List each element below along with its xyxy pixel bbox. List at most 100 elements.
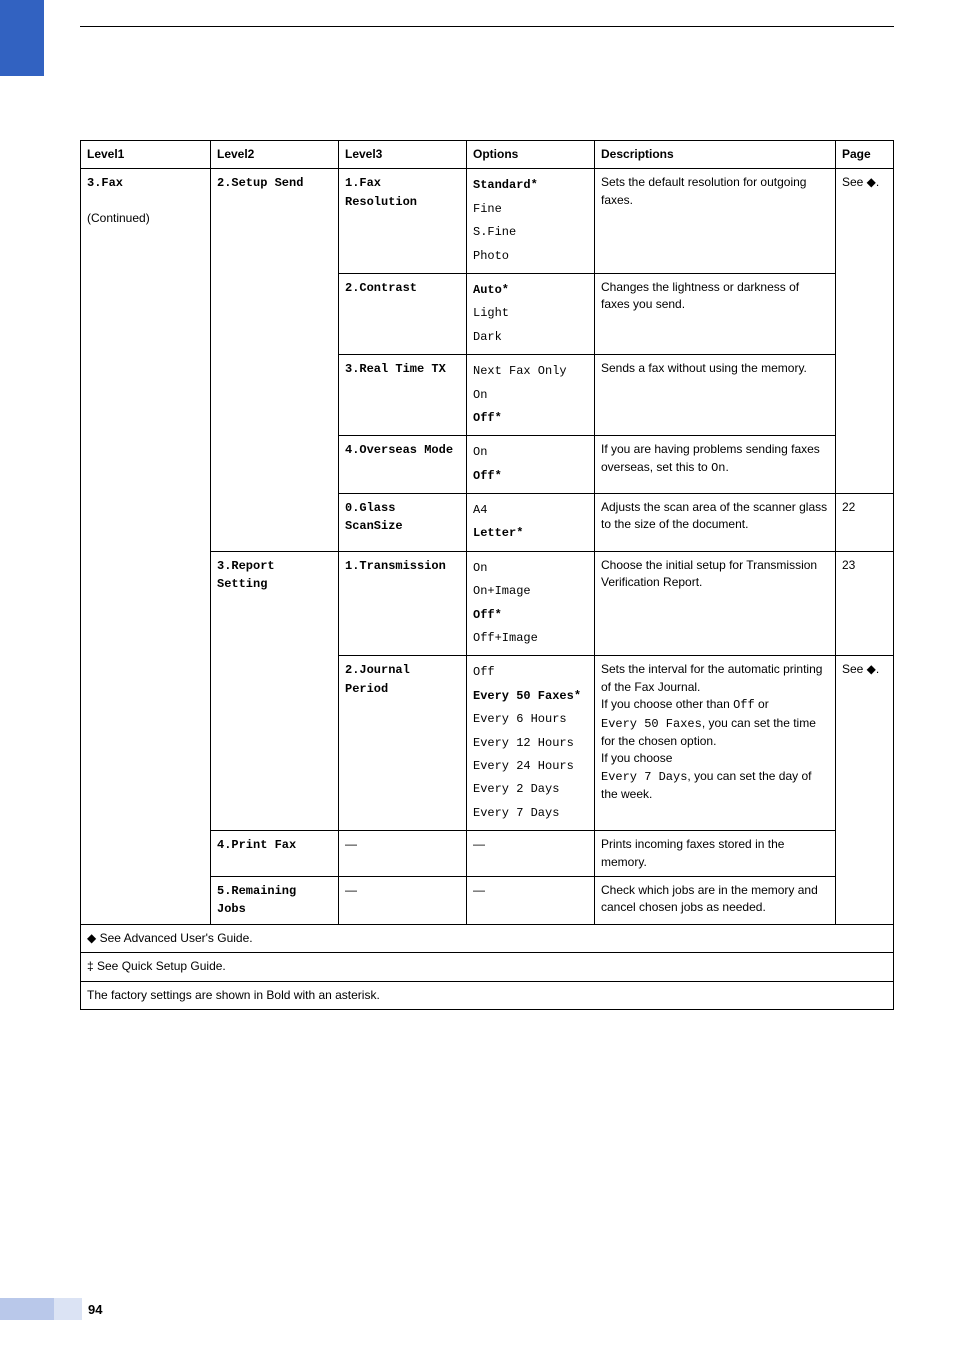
opt: Off (473, 661, 588, 684)
th-level2: Level2 (211, 141, 339, 169)
cell-page-23: 23 (836, 551, 894, 656)
cell-desc-remaining: Check which jobs are in the memory and c… (595, 876, 836, 924)
cell-level3-glass: 0.Glass ScanSize (339, 494, 467, 552)
th-level1: Level1 (81, 141, 211, 169)
cell-options-transmission: On On+Image Off* Off+Image (467, 551, 595, 656)
page-number-bar-light (54, 1298, 82, 1320)
opt: On (473, 557, 588, 580)
footnote-row: ‡ See Quick Setup Guide. (81, 953, 894, 981)
cell-options-contrast: Auto* Light Dark (467, 273, 595, 354)
th-options: Options (467, 141, 595, 169)
cell-page-ref: See ◆. (836, 169, 894, 494)
cell-dash: — (467, 831, 595, 877)
cell-level3-journal: 2.Journal Period (339, 656, 467, 831)
cell-level3-fax-resolution: 1.Fax Resolution (339, 169, 467, 274)
menu-table: Level1 Level2 Level3 Options Description… (80, 140, 894, 1010)
cell-desc-transmission: Choose the initial setup for Transmissio… (595, 551, 836, 656)
level2-setup-send: 2.Setup Send (217, 176, 303, 190)
cell-dash: — (467, 876, 595, 924)
desc-code: Every 7 Days (601, 770, 687, 784)
cell-page-22: 22 (836, 494, 894, 552)
cell-dash: — (339, 876, 467, 924)
level3-realtime: 3.Real Time TX (345, 362, 446, 376)
level2-remaining: 5.Remaining Jobs (217, 884, 296, 916)
cell-level2-setup-send: 2.Setup Send (211, 169, 339, 551)
opt: Dark (473, 326, 588, 349)
cell-options-fax-resolution: Standard* Fine S.Fine Photo (467, 169, 595, 274)
opt: Standard* (473, 174, 588, 197)
cell-level3-overseas: 4.Overseas Mode (339, 436, 467, 494)
opt: Light (473, 302, 588, 325)
opt: Off+Image (473, 627, 588, 650)
cell-desc-glass: Adjusts the scan area of the scanner gla… (595, 494, 836, 552)
opt: Every 7 Days (473, 802, 588, 825)
cell-desc-contrast: Changes the lightness or darkness of fax… (595, 273, 836, 354)
cell-options-glass: A4 Letter* (467, 494, 595, 552)
cell-dash: — (339, 831, 467, 877)
desc-text: If you choose (601, 751, 672, 765)
desc-text: Sets the interval for the automatic prin… (601, 662, 822, 693)
opt: Off* (473, 407, 588, 430)
cell-desc-fax-resolution: Sets the default resolution for outgoing… (595, 169, 836, 274)
opt: Every 2 Days (473, 778, 588, 801)
opt: Off* (473, 465, 588, 488)
page-number-bar-dark (0, 1298, 54, 1320)
level3-fax-resolution: 1.Fax Resolution (345, 176, 417, 208)
page: Level1 Level2 Level3 Options Description… (0, 0, 954, 1350)
cell-level1: 3.Fax (Continued) (81, 169, 211, 924)
table-header-row: Level1 Level2 Level3 Options Description… (81, 141, 894, 169)
level3-overseas: 4.Overseas Mode (345, 443, 453, 457)
cell-desc-realtime: Sends a fax without using the memory. (595, 355, 836, 436)
cell-desc-overseas: If you are having problems sending faxes… (595, 436, 836, 494)
cell-level2-remaining: 5.Remaining Jobs (211, 876, 339, 924)
cell-level3-realtime: 3.Real Time TX (339, 355, 467, 436)
desc-text: If you choose other than (601, 697, 733, 711)
level3-transmission: 1.Transmission (345, 559, 446, 573)
desc-text: or (755, 697, 769, 711)
table-row: 3.Fax (Continued) 2.Setup Send 1.Fax Res… (81, 169, 894, 274)
content-area: Level1 Level2 Level3 Options Description… (80, 140, 894, 1010)
desc-code: Off (733, 698, 755, 712)
page-number: 94 (88, 1302, 102, 1317)
desc-text: . (725, 460, 728, 474)
cell-desc-printfax: Prints incoming faxes stored in the memo… (595, 831, 836, 877)
cell-level2-printfax: 4.Print Fax (211, 831, 339, 877)
cell-level3-transmission: 1.Transmission (339, 551, 467, 656)
footnote-diamond: ◆ See Advanced User's Guide. (81, 924, 894, 952)
footnote-row: The factory settings are shown in Bold w… (81, 981, 894, 1009)
opt: Photo (473, 245, 588, 268)
level1-code: 3.Fax (87, 176, 123, 190)
desc-code: Every 50 Faxes (601, 717, 702, 731)
side-tab (0, 0, 44, 76)
opt: Every 6 Hours (473, 708, 588, 731)
opt: Letter* (473, 522, 588, 545)
footnote-ddagger: ‡ See Quick Setup Guide. (81, 953, 894, 981)
level2-report: 3.Report Setting (217, 559, 275, 591)
cell-level2-report: 3.Report Setting (211, 551, 339, 830)
footnote-factory: The factory settings are shown in Bold w… (81, 981, 894, 1009)
desc-code: On (711, 461, 725, 475)
level1-continued: (Continued) (87, 211, 150, 225)
cell-options-realtime: Next Fax Only On Off* (467, 355, 595, 436)
cell-level3-contrast: 2.Contrast (339, 273, 467, 354)
opt: Off* (473, 604, 588, 627)
cell-options-overseas: On Off* (467, 436, 595, 494)
opt: On+Image (473, 580, 588, 603)
opt: Every 24 Hours (473, 755, 588, 778)
opt: S.Fine (473, 221, 588, 244)
opt: Every 50 Faxes* (473, 685, 588, 708)
top-rule (80, 26, 894, 27)
cell-page-ref: See ◆. (836, 656, 894, 924)
level3-contrast: 2.Contrast (345, 281, 417, 295)
cell-options-journal: Off Every 50 Faxes* Every 6 Hours Every … (467, 656, 595, 831)
opt: Every 12 Hours (473, 732, 588, 755)
cell-desc-journal: Sets the interval for the automatic prin… (595, 656, 836, 831)
opt: On (473, 384, 588, 407)
opt: Next Fax Only (473, 360, 588, 383)
level2-printfax: 4.Print Fax (217, 838, 296, 852)
opt: Auto* (473, 279, 588, 302)
opt: Fine (473, 198, 588, 221)
th-page: Page (836, 141, 894, 169)
footnote-row: ◆ See Advanced User's Guide. (81, 924, 894, 952)
level3-journal: 2.Journal Period (345, 663, 410, 695)
